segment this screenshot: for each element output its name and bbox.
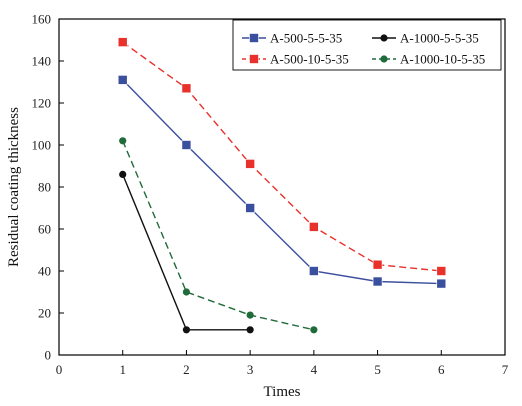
series-1 <box>117 37 447 276</box>
legend-marker <box>380 55 388 63</box>
data-point <box>119 137 127 145</box>
data-point <box>246 311 254 319</box>
legend-label: A-1000-10-5-35 <box>400 52 485 67</box>
legend-marker <box>380 34 388 42</box>
series-2 <box>119 170 254 334</box>
y-tick-label: 120 <box>32 96 52 111</box>
data-point <box>246 326 254 334</box>
data-point <box>372 259 383 270</box>
legend-marker <box>249 33 259 43</box>
legend-item: A-1000-5-5-35 <box>372 31 479 46</box>
x-tick-label: 6 <box>438 362 445 377</box>
data-point <box>119 170 127 178</box>
legend-item: A-500-5-5-35 <box>242 31 342 46</box>
y-tick-label: 160 <box>32 12 52 27</box>
data-point <box>372 276 383 287</box>
x-tick-label: 0 <box>56 362 63 377</box>
legend-label: A-1000-5-5-35 <box>400 31 479 46</box>
data-point <box>182 288 191 296</box>
legend-marker <box>249 54 259 64</box>
data-point <box>245 203 255 213</box>
legend: A-500-5-5-35 A-500-10-5-35 A-1000-5-5-35 A-… <box>232 19 502 71</box>
x-tick-label: 4 <box>311 362 318 377</box>
x-tick-label: 2 <box>183 362 190 377</box>
data-point <box>181 83 192 94</box>
series-0 <box>117 75 447 289</box>
y-tick-label: 100 <box>32 138 52 153</box>
legend-label: A-500-10-5-35 <box>270 52 349 67</box>
data-point <box>310 326 318 334</box>
data-point <box>181 140 192 150</box>
data-point <box>117 75 128 85</box>
data-point <box>182 326 191 334</box>
data-point <box>436 266 447 276</box>
legend-item: A-1000-10-5-35 <box>372 52 485 67</box>
x-tick-label: 3 <box>247 362 254 377</box>
legend-box <box>232 19 502 71</box>
x-tick-label: 5 <box>374 362 381 377</box>
data-point <box>117 37 128 47</box>
x-tick-label: 1 <box>119 362 126 377</box>
series-3 <box>119 137 318 334</box>
y-tick-label: 60 <box>38 222 51 237</box>
x-axis-label: Times <box>264 384 301 400</box>
data-point <box>309 266 319 276</box>
y-axis-label: Residual coating thickness <box>6 107 22 267</box>
legend-label: A-500-5-5-35 <box>270 31 342 46</box>
series-line <box>122 79 442 285</box>
data-point <box>309 222 319 232</box>
data-point <box>245 159 255 169</box>
y-tick-label: 20 <box>38 306 51 321</box>
series-line <box>122 41 442 272</box>
y-tick-label: 140 <box>32 54 52 69</box>
y-tick-label: 0 <box>45 348 52 363</box>
data-point <box>436 278 447 289</box>
x-tick-label: 7 <box>502 362 509 377</box>
legend-item: A-500-10-5-35 <box>242 52 349 67</box>
series-line <box>122 140 315 331</box>
y-tick-label: 80 <box>38 180 51 195</box>
plot-marks <box>117 37 447 334</box>
axis-ticks: 0 20 40 60 80 100 120 140 160 0 1 2 3 4 5 6 7 <box>32 12 509 378</box>
y-tick-label: 40 <box>38 264 51 279</box>
